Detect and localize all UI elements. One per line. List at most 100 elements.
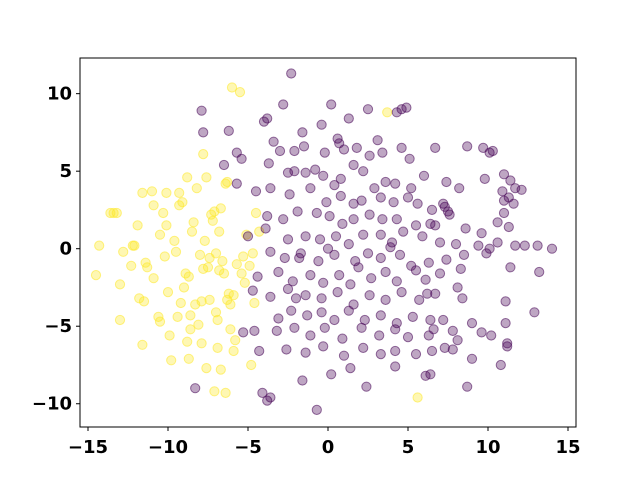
data-point bbox=[297, 375, 308, 386]
data-point bbox=[337, 218, 348, 229]
data-point bbox=[412, 392, 423, 403]
data-point bbox=[241, 229, 252, 240]
data-point bbox=[194, 249, 206, 260]
x-tick-label: 10 bbox=[475, 437, 500, 458]
data-point bbox=[196, 338, 207, 349]
y-tick-label: 0 bbox=[59, 239, 72, 260]
data-point bbox=[372, 135, 383, 146]
data-point bbox=[430, 220, 441, 231]
data-point bbox=[132, 220, 143, 231]
data-point bbox=[239, 277, 250, 288]
data-point bbox=[174, 187, 185, 198]
y-tick-label: 10 bbox=[47, 84, 72, 105]
data-point bbox=[138, 296, 150, 307]
data-point bbox=[402, 332, 414, 343]
data-point bbox=[335, 190, 346, 202]
data-point bbox=[430, 142, 441, 153]
x-axis: −15 −10 −5 0 5 10 15 bbox=[68, 427, 581, 458]
data-point bbox=[204, 294, 215, 305]
data-point bbox=[257, 387, 268, 398]
data-point bbox=[198, 263, 209, 274]
data-point bbox=[201, 363, 212, 374]
data-point bbox=[244, 260, 255, 271]
data-point bbox=[417, 231, 428, 242]
data-point bbox=[425, 314, 436, 326]
y-tick-label: −10 bbox=[32, 394, 72, 415]
data-point bbox=[231, 178, 242, 189]
data-point bbox=[300, 290, 311, 301]
data-point bbox=[199, 235, 210, 246]
data-point bbox=[137, 339, 148, 350]
data-point bbox=[326, 99, 337, 110]
data-point bbox=[505, 175, 516, 186]
data-point bbox=[402, 192, 414, 203]
data-point bbox=[454, 183, 465, 194]
data-point bbox=[182, 172, 193, 183]
data-point bbox=[158, 207, 169, 219]
data-point bbox=[207, 215, 218, 226]
data-point bbox=[265, 392, 276, 403]
x-tick-label: 5 bbox=[402, 437, 415, 458]
data-point bbox=[298, 141, 310, 152]
data-point bbox=[185, 310, 196, 321]
data-point bbox=[161, 220, 172, 231]
data-point bbox=[185, 324, 196, 335]
data-point bbox=[236, 268, 247, 279]
data-point bbox=[492, 237, 503, 248]
data-point bbox=[396, 287, 407, 298]
data-point bbox=[170, 246, 182, 257]
data-point bbox=[434, 268, 446, 279]
data-point bbox=[114, 279, 126, 290]
data-point bbox=[196, 296, 207, 307]
data-point bbox=[345, 363, 356, 374]
y-tick-label: −5 bbox=[44, 316, 72, 337]
data-point bbox=[362, 104, 374, 115]
data-point bbox=[289, 166, 300, 177]
x-tick-label: −10 bbox=[148, 437, 188, 458]
data-point bbox=[129, 240, 140, 251]
data-point bbox=[90, 270, 102, 281]
data-point bbox=[294, 252, 305, 264]
data-point bbox=[377, 147, 388, 158]
data-point bbox=[193, 319, 204, 330]
data-point bbox=[394, 249, 406, 260]
data-point bbox=[495, 359, 506, 371]
data-point bbox=[271, 325, 282, 336]
data-point bbox=[425, 369, 436, 380]
data-point bbox=[476, 327, 487, 338]
data-point bbox=[273, 266, 284, 278]
data-point bbox=[375, 310, 386, 321]
data-point bbox=[441, 254, 452, 265]
data-point bbox=[252, 271, 263, 282]
data-point bbox=[343, 305, 354, 316]
data-point bbox=[412, 198, 423, 209]
data-point bbox=[231, 147, 242, 158]
data-point bbox=[356, 322, 367, 333]
data-point bbox=[438, 198, 449, 209]
data-point bbox=[260, 223, 271, 234]
data-point bbox=[364, 290, 375, 301]
data-point bbox=[335, 173, 346, 184]
data-point bbox=[375, 229, 386, 240]
data-point bbox=[188, 217, 199, 228]
data-point bbox=[374, 330, 385, 341]
data-point bbox=[338, 144, 350, 155]
data-point bbox=[361, 381, 372, 392]
y-axis: −10 −5 0 5 10 bbox=[32, 84, 80, 415]
data-point bbox=[500, 318, 511, 329]
data-point bbox=[198, 149, 209, 160]
data-point bbox=[329, 314, 340, 326]
data-point bbox=[281, 344, 292, 355]
data-point bbox=[447, 344, 458, 355]
x-tick-label: 0 bbox=[322, 437, 335, 458]
data-point bbox=[175, 297, 186, 309]
data-point bbox=[529, 307, 540, 318]
data-point bbox=[498, 169, 510, 180]
data-point bbox=[450, 239, 462, 250]
data-point bbox=[274, 145, 286, 157]
data-point bbox=[218, 159, 230, 171]
data-point bbox=[292, 206, 303, 217]
data-point bbox=[302, 310, 313, 321]
data-point bbox=[265, 183, 276, 194]
data-point bbox=[380, 176, 391, 188]
